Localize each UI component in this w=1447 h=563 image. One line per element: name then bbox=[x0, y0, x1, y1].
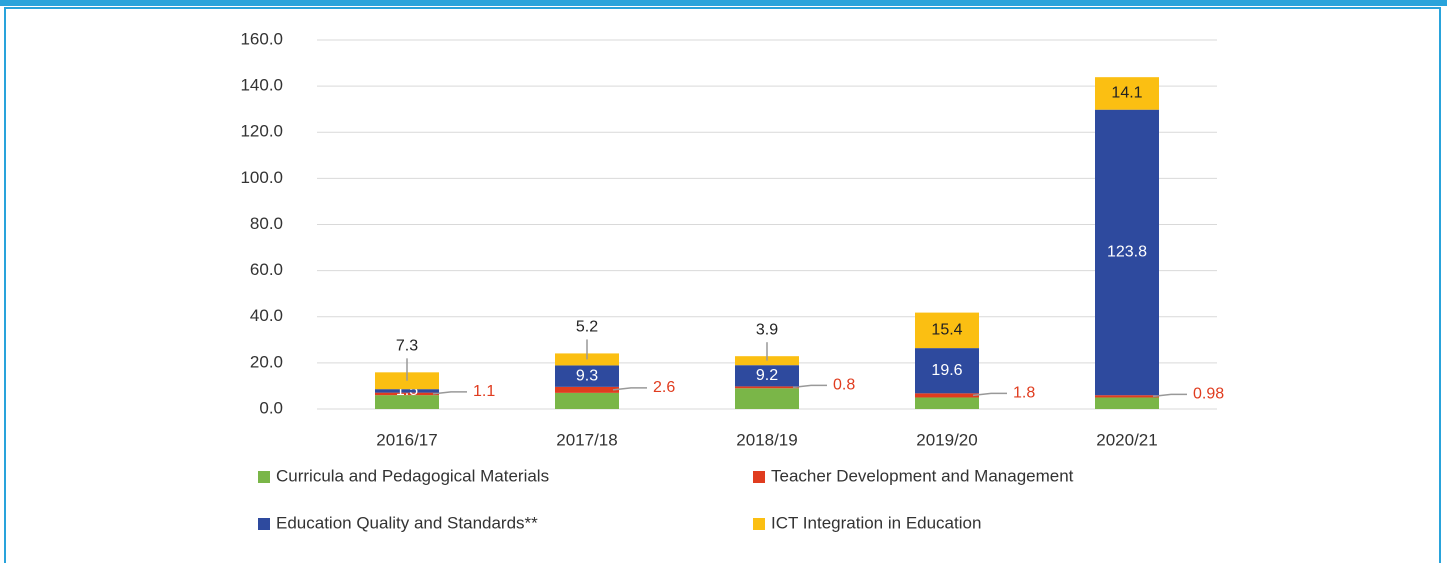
legend-swatch bbox=[258, 518, 270, 530]
y-tick-label: 140.0 bbox=[240, 76, 283, 95]
y-tick-label: 40.0 bbox=[250, 306, 283, 325]
bar-segment bbox=[735, 388, 799, 409]
bar-segment bbox=[1095, 109, 1159, 396]
bar-segment bbox=[915, 348, 979, 394]
x-tick-label: 2019/20 bbox=[916, 430, 977, 449]
bar-segment bbox=[735, 356, 799, 366]
bar-segment bbox=[735, 386, 799, 389]
x-tick-label: 2018/19 bbox=[736, 430, 797, 449]
bar-segment bbox=[375, 389, 439, 393]
data-label: 7.3 bbox=[396, 338, 418, 355]
y-tick-label: 80.0 bbox=[250, 214, 283, 233]
legend-label: Teacher Development and Management bbox=[771, 466, 1074, 485]
bar-segment bbox=[915, 393, 979, 398]
legend-label: ICT Integration in Education bbox=[771, 513, 981, 532]
leader-line bbox=[432, 391, 467, 395]
data-label: 14.1 bbox=[1111, 85, 1142, 102]
leader-line bbox=[972, 392, 1007, 397]
y-tick-label: 0.0 bbox=[259, 398, 283, 417]
data-label: 9.2 bbox=[756, 367, 778, 384]
title-strip bbox=[0, 0, 1447, 6]
bar-segment bbox=[1095, 397, 1159, 409]
bar-segment bbox=[375, 392, 439, 396]
y-tick-label: 100.0 bbox=[240, 168, 283, 187]
data-label: 123.8 bbox=[1107, 244, 1147, 261]
data-label: 0.98 bbox=[1193, 386, 1224, 403]
data-label: 15.4 bbox=[931, 322, 962, 339]
leader-line bbox=[612, 387, 647, 391]
leader-line bbox=[792, 384, 827, 389]
frame bbox=[4, 7, 1441, 563]
leader-line bbox=[1152, 393, 1187, 398]
bar-segment bbox=[555, 392, 619, 409]
bar-segment bbox=[375, 395, 439, 409]
bar-segment bbox=[1095, 77, 1159, 110]
data-label: 5.2 bbox=[576, 319, 598, 336]
bar-segment bbox=[1095, 395, 1159, 398]
bar-segment bbox=[915, 397, 979, 409]
y-tick-label: 20.0 bbox=[250, 352, 283, 371]
x-tick-label: 2017/18 bbox=[556, 430, 617, 449]
legend-label: Education Quality and Standards** bbox=[276, 513, 538, 532]
y-tick-label: 160.0 bbox=[240, 29, 283, 48]
legend-swatch bbox=[258, 471, 270, 483]
bar-segment bbox=[555, 386, 619, 393]
bar-segment bbox=[555, 365, 619, 387]
y-tick-label: 60.0 bbox=[250, 260, 283, 279]
data-label: 0.8 bbox=[833, 377, 855, 394]
legend-swatch bbox=[753, 518, 765, 530]
data-label: 1.1 bbox=[473, 383, 495, 400]
y-tick-label: 120.0 bbox=[240, 122, 283, 141]
legend-swatch bbox=[753, 471, 765, 483]
data-label: 19.6 bbox=[931, 362, 962, 379]
bar-segment bbox=[915, 312, 979, 349]
x-tick-label: 2020/21 bbox=[1096, 430, 1157, 449]
legend-label: Curricula and Pedagogical Materials bbox=[276, 466, 549, 485]
data-label: 1.8 bbox=[1013, 385, 1035, 402]
data-label: 9.3 bbox=[576, 367, 598, 384]
bar-segment bbox=[735, 365, 799, 387]
data-label: 3.9 bbox=[756, 321, 778, 338]
data-label: 2.6 bbox=[653, 379, 675, 396]
x-tick-label: 2016/17 bbox=[376, 430, 437, 449]
